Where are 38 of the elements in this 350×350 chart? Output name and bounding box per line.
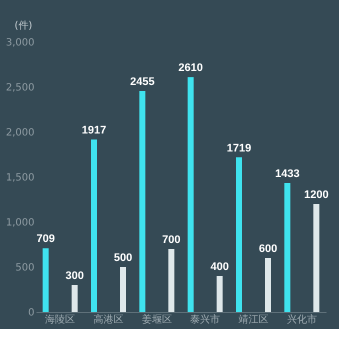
bar — [72, 285, 78, 312]
bar — [120, 267, 126, 312]
y-tick-label: 2,500 — [6, 82, 34, 94]
y-tick-label: 1,000 — [6, 218, 34, 228]
bar — [284, 183, 290, 312]
y-tick-label: 500 — [15, 262, 34, 274]
x-tick-label: 泰兴市 — [190, 314, 220, 326]
y-tick-label: 2,000 — [6, 128, 34, 138]
y-tick-label: 0 — [28, 308, 34, 318]
x-tick-label: 靖江区 — [238, 314, 268, 326]
data-label: 709 — [36, 233, 55, 246]
data-label: 1917 — [82, 124, 106, 136]
bar — [188, 77, 194, 312]
data-label: 1433 — [275, 168, 300, 180]
data-label: 1200 — [304, 189, 329, 201]
y-tick-label: 3,000 — [6, 38, 34, 48]
x-tick-label: 兴化市 — [286, 314, 317, 326]
bar — [313, 204, 320, 312]
bar — [236, 157, 242, 312]
bar — [265, 258, 271, 312]
data-label: 2610 — [178, 62, 203, 74]
y-axis-title: (件) — [14, 20, 32, 32]
data-label: 400 — [210, 261, 229, 273]
bar — [216, 276, 223, 312]
data-label: 500 — [114, 252, 132, 264]
bar — [139, 91, 146, 312]
y-tick-label: 1,500 — [6, 172, 34, 184]
x-tick-label: 姜堰区 — [142, 314, 172, 326]
data-label: 700 — [162, 234, 181, 246]
x-tick-label: 海陵区 — [45, 314, 76, 326]
bar — [42, 248, 49, 312]
data-label: 600 — [258, 243, 278, 255]
data-label: 2455 — [130, 76, 155, 88]
data-label: 1719 — [226, 142, 252, 154]
bar — [91, 139, 97, 312]
bar — [168, 249, 174, 312]
data-label: 300 — [65, 270, 84, 282]
x-tick-label: 高港区 — [94, 314, 124, 326]
